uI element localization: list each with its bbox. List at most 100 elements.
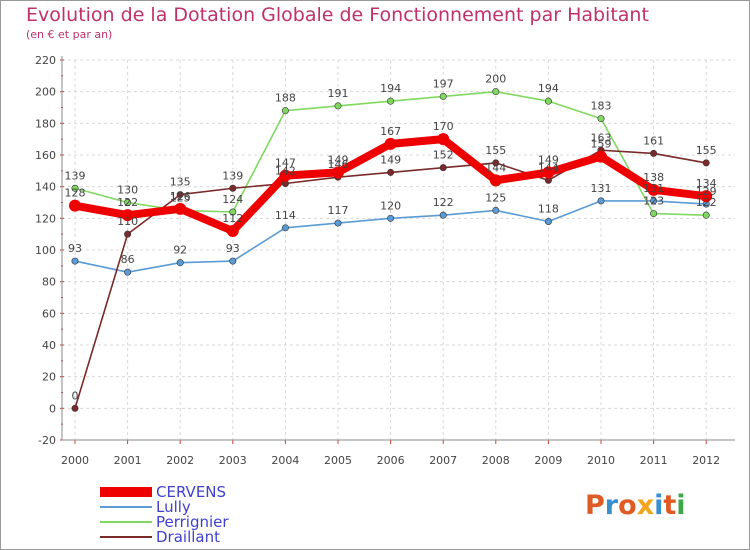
- data-point-cervens: [595, 150, 607, 163]
- data-point-cervens: [489, 174, 502, 187]
- data-label-lully: 117: [328, 204, 349, 217]
- data-point-draillant: [176, 191, 184, 199]
- data-label-lully: 131: [643, 182, 664, 195]
- x-tick-label: 2008: [482, 454, 510, 467]
- x-tick-label: 2000: [61, 454, 89, 467]
- data-point-lully: [124, 268, 132, 276]
- y-tick-label: 40: [42, 339, 56, 352]
- data-label-draillant: 163: [591, 131, 612, 144]
- data-label-cervens: 147: [275, 157, 296, 170]
- data-point-perrignier: [387, 97, 395, 105]
- data-point-perrignier: [702, 211, 710, 219]
- data-label-draillant: 135: [170, 176, 191, 189]
- y-tick-label: -20: [38, 434, 56, 447]
- y-tick-label: 160: [35, 149, 56, 162]
- data-label-perrignier: 194: [538, 82, 559, 95]
- data-label-perrignier: 124: [222, 193, 243, 206]
- data-label-lully: 120: [380, 199, 401, 212]
- data-point-perrignier: [124, 199, 132, 207]
- data-label-draillant: 0: [72, 389, 79, 402]
- data-point-cervens: [69, 199, 81, 212]
- data-label-perrignier: 139: [65, 169, 86, 182]
- data-point-perrignier: [597, 115, 605, 123]
- data-label-draillant: 142: [275, 165, 296, 178]
- chart-subtitle: (en € et par an): [26, 28, 113, 41]
- y-tick-label: 140: [35, 181, 56, 194]
- y-tick-label: 0: [49, 402, 56, 415]
- legend-item-draillant: Draillant: [100, 528, 220, 546]
- legend-swatch-cervens: [100, 487, 152, 497]
- data-label-cervens: 149: [328, 153, 349, 166]
- data-label-draillant: 110: [117, 215, 138, 228]
- data-label-lully: 92: [173, 244, 187, 257]
- data-point-cervens: [542, 166, 555, 179]
- data-point-draillant: [439, 164, 447, 172]
- data-label-draillant: 139: [222, 169, 243, 182]
- data-point-lully: [229, 257, 237, 265]
- data-label-cervens: 149: [538, 153, 559, 166]
- data-point-perrignier: [334, 102, 342, 110]
- data-point-draillant: [124, 230, 132, 238]
- legend-label-cervens: CERVENS: [156, 483, 227, 501]
- data-point-draillant: [702, 159, 710, 167]
- data-label-perrignier: 191: [328, 87, 349, 100]
- data-label-draillant: 161: [643, 134, 664, 147]
- y-tick-label: 100: [35, 244, 56, 257]
- data-point-lully: [439, 211, 447, 219]
- data-label-cervens: 170: [433, 120, 454, 133]
- data-point-perrignier: [492, 88, 500, 96]
- y-tick-label: 120: [35, 212, 56, 225]
- data-label-lully: 122: [433, 196, 454, 209]
- data-label-perrignier: 188: [275, 92, 296, 105]
- data-point-lully: [334, 219, 342, 227]
- data-label-lully: 125: [485, 191, 506, 204]
- data-point-cervens: [226, 225, 239, 237]
- data-label-perrignier: 123: [643, 195, 664, 208]
- x-tick-label: 2001: [114, 454, 142, 467]
- data-label-perrignier: 197: [433, 77, 454, 90]
- data-label-draillant: 146: [328, 158, 349, 171]
- data-label-lully: 129: [696, 185, 717, 198]
- data-label-lully: 86: [121, 253, 135, 266]
- data-point-lully: [597, 197, 605, 205]
- data-label-perrignier: 130: [117, 184, 138, 197]
- data-label-cervens: 122: [117, 196, 138, 209]
- data-label-cervens: 112: [222, 212, 243, 225]
- data-point-lully: [176, 259, 184, 267]
- proxiti-logo: Proxiti: [585, 490, 686, 521]
- x-tick-label: 2005: [324, 454, 352, 467]
- data-point-cervens: [700, 190, 713, 203]
- data-label-lully: 118: [538, 203, 559, 216]
- data-point-draillant: [492, 159, 500, 167]
- data-label-perrignier: 194: [380, 82, 401, 95]
- legend-label-draillant: Draillant: [156, 528, 220, 546]
- legend-item-cervens: CERVENS: [100, 483, 227, 501]
- data-point-lully: [387, 214, 395, 222]
- data-label-perrignier: 183: [591, 100, 612, 113]
- y-tick-label: 20: [42, 371, 56, 384]
- data-point-lully: [650, 197, 658, 205]
- data-label-draillant: 149: [380, 153, 401, 166]
- legend-label-lully: Lully: [156, 498, 191, 516]
- data-label-perrignier: 122: [696, 196, 717, 209]
- data-point-perrignier: [281, 107, 289, 115]
- data-point-cervens: [121, 209, 134, 222]
- data-point-cervens: [437, 133, 450, 146]
- x-tick-label: 2011: [640, 454, 668, 467]
- data-label-draillant: 155: [485, 144, 506, 157]
- legend-swatch-lully: [100, 506, 152, 508]
- data-point-draillant: [71, 404, 79, 412]
- data-point-cervens: [279, 169, 292, 182]
- data-label-lully: 93: [68, 242, 82, 255]
- legend-item-lully: Lully: [100, 498, 191, 516]
- data-point-draillant: [650, 149, 658, 157]
- y-tick-label: 180: [35, 117, 56, 130]
- data-point-perrignier: [71, 184, 79, 192]
- x-tick-label: 2006: [377, 454, 405, 467]
- data-label-cervens: 159: [591, 138, 612, 151]
- data-label-cervens: 167: [380, 125, 401, 138]
- x-tick-label: 2010: [587, 454, 615, 467]
- data-label-draillant: 152: [433, 149, 454, 162]
- data-label-cervens: 134: [696, 177, 717, 190]
